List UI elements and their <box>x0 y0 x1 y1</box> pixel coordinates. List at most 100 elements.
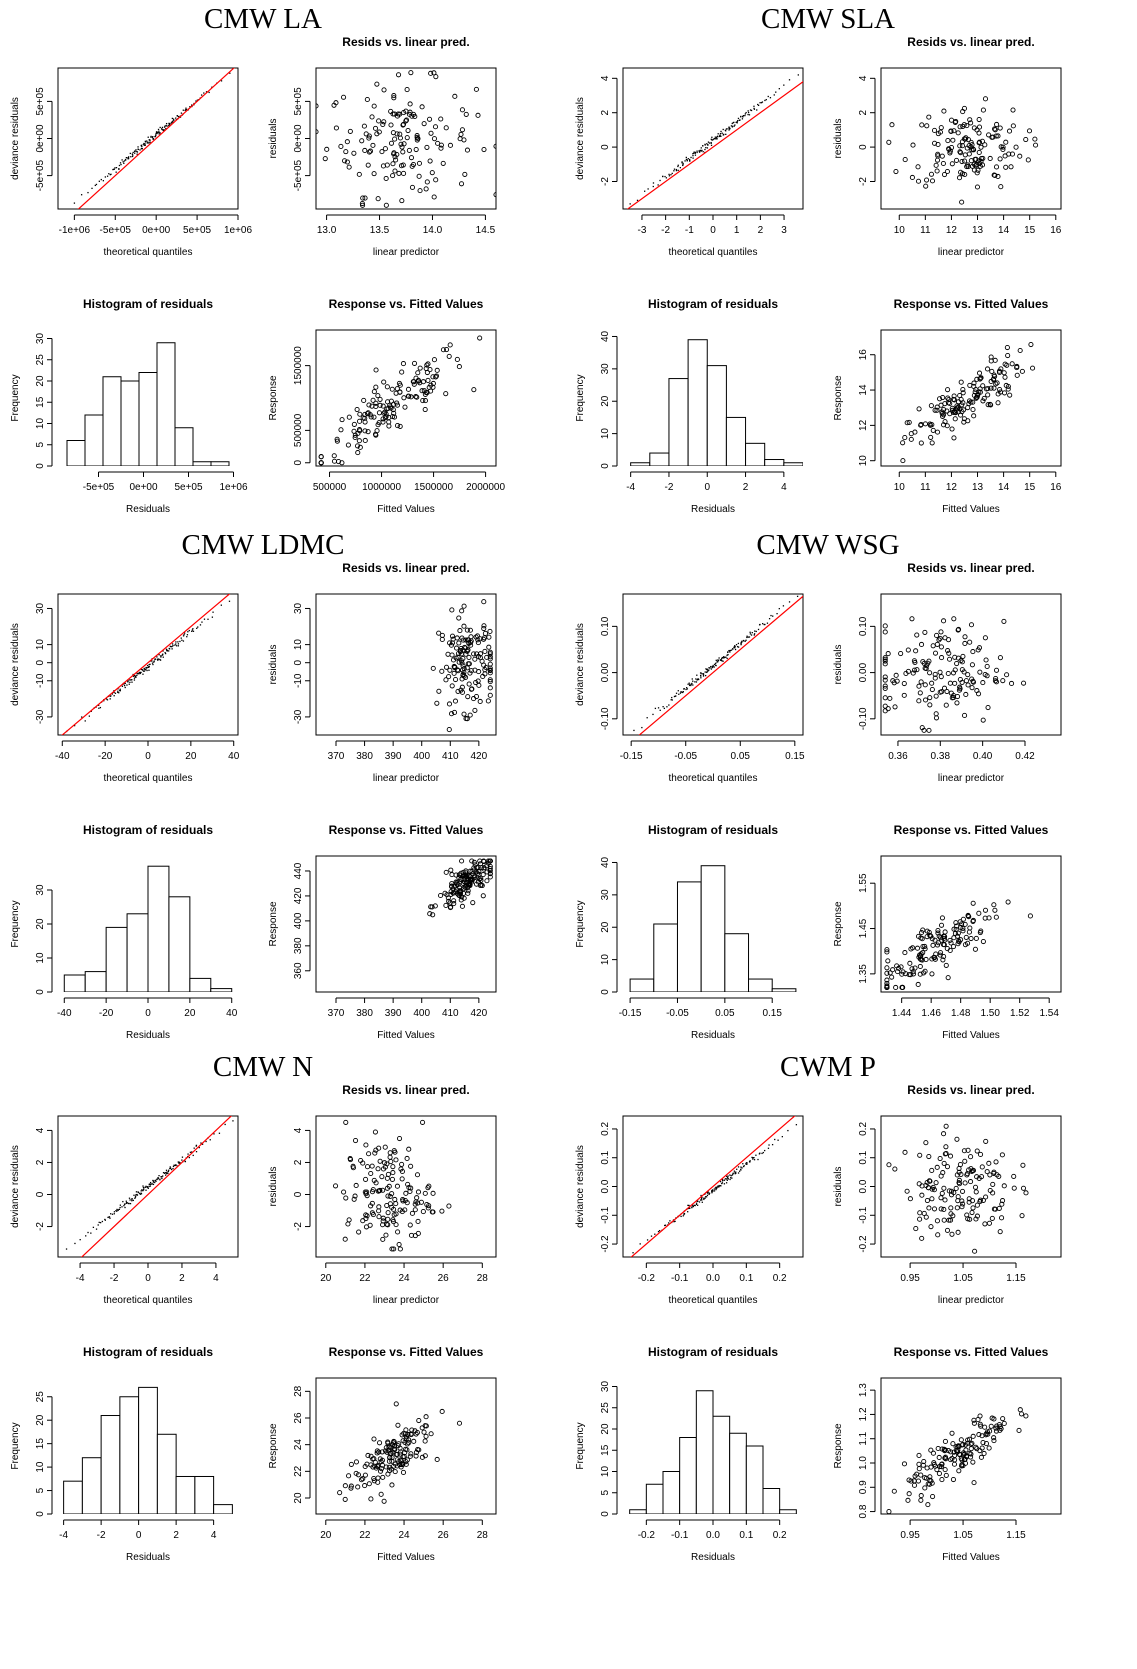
data-point <box>443 664 450 670</box>
histogram-bar <box>729 1432 747 1514</box>
data-point <box>969 163 976 169</box>
qq-point <box>197 626 199 628</box>
data-point <box>433 374 439 380</box>
data-point <box>384 1449 390 1455</box>
qq-point <box>668 704 670 706</box>
data-point <box>941 933 947 939</box>
data-point <box>921 1210 927 1216</box>
data-point <box>486 644 492 650</box>
data-point <box>986 1160 992 1166</box>
data-point <box>954 1172 960 1178</box>
plot-marks <box>630 1116 798 1257</box>
x-tick-label: 0 <box>145 1008 151 1019</box>
data-point <box>940 394 946 401</box>
x-tick-label: 24 <box>398 1530 410 1541</box>
data-point <box>959 158 965 165</box>
data-point <box>419 388 425 394</box>
qq-point <box>65 1248 68 1250</box>
qq-point <box>679 166 682 169</box>
data-point <box>428 1431 434 1437</box>
plot-marks <box>65 1116 234 1257</box>
data-point <box>932 671 938 678</box>
qq-point <box>182 109 184 111</box>
data-point <box>898 650 904 657</box>
qq-point <box>749 1161 751 1163</box>
data-point <box>482 630 488 636</box>
data-point <box>971 380 977 386</box>
plot-marks <box>66 342 230 466</box>
x-tick-label: -4 <box>76 1273 85 1284</box>
panel-title: Histogram of residuals <box>648 823 778 837</box>
qq-point <box>650 1235 653 1237</box>
data-point <box>991 1435 997 1441</box>
qq-point <box>720 659 723 661</box>
qq-point <box>131 155 134 158</box>
x-tick-label: 5e+05 <box>174 482 203 493</box>
qq-point <box>159 659 162 661</box>
data-point <box>977 1421 983 1427</box>
y-axis-label: Response <box>833 375 844 420</box>
chart-panel: Histogram of residuals-0.2 -0.1 0.0 0.1 0.20… <box>575 1345 797 1563</box>
data-point <box>917 1210 923 1216</box>
qq-point <box>742 1165 745 1168</box>
qq-point <box>141 148 144 150</box>
data-point <box>339 417 345 423</box>
qq-point <box>180 112 183 114</box>
data-point <box>916 1466 922 1472</box>
qq-point <box>191 1151 193 1153</box>
qq-point <box>124 686 126 689</box>
data-point <box>419 104 425 110</box>
data-point <box>941 935 947 941</box>
data-point <box>472 667 478 673</box>
data-point <box>966 929 972 935</box>
data-point <box>413 394 419 400</box>
qq-point <box>132 675 135 677</box>
data-point <box>922 943 928 949</box>
qq-point <box>767 95 769 98</box>
x-tick-label: 11 <box>920 225 931 236</box>
data-point <box>980 938 986 945</box>
data-point <box>980 680 986 686</box>
group-title: CMW WSG <box>756 529 899 561</box>
data-point <box>918 641 925 648</box>
data-point <box>424 179 430 185</box>
histogram-bar <box>745 442 766 466</box>
qq-point <box>158 130 160 132</box>
data-point <box>918 679 924 685</box>
qq-point <box>188 629 190 632</box>
qq-point <box>749 633 752 635</box>
data-point <box>996 1173 1002 1179</box>
data-point <box>925 1502 931 1508</box>
data-point <box>922 421 928 427</box>
x-tick-label: 14.0 <box>423 225 443 236</box>
data-point <box>398 141 404 147</box>
group-title: CMW SLA <box>761 3 895 35</box>
data-point <box>994 1423 1000 1429</box>
qq-point <box>123 160 126 162</box>
data-point <box>487 665 493 671</box>
data-point <box>403 108 409 114</box>
data-point <box>956 1443 962 1450</box>
qq-point <box>657 184 659 186</box>
data-point <box>921 1459 927 1465</box>
histogram-bar <box>668 378 689 466</box>
qq-point <box>753 1159 756 1161</box>
x-axis-label: linear predictor <box>938 1295 1005 1306</box>
qq-point <box>757 628 760 631</box>
data-point <box>400 1469 407 1475</box>
data-point <box>474 865 480 871</box>
data-point <box>935 429 941 435</box>
qq-point <box>224 1123 226 1126</box>
qq-point <box>163 1172 166 1174</box>
qq-point <box>757 104 760 107</box>
qq-point <box>737 646 740 648</box>
qq-point <box>694 152 696 154</box>
data-point <box>454 880 460 886</box>
data-point <box>966 1436 973 1442</box>
qq-point <box>671 699 673 701</box>
qq-point <box>729 1178 731 1181</box>
data-point <box>999 1152 1005 1158</box>
qq-point <box>155 131 158 133</box>
